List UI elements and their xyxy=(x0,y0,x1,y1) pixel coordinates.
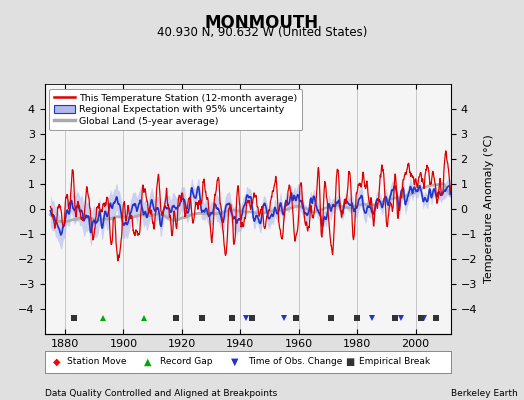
Text: ▼: ▼ xyxy=(232,357,239,367)
Text: Time of Obs. Change: Time of Obs. Change xyxy=(247,357,342,366)
Text: Data Quality Controlled and Aligned at Breakpoints: Data Quality Controlled and Aligned at B… xyxy=(45,389,277,398)
Y-axis label: Temperature Anomaly (°C): Temperature Anomaly (°C) xyxy=(484,135,494,283)
Text: Station Move: Station Move xyxy=(67,357,126,366)
Text: Record Gap: Record Gap xyxy=(160,357,213,366)
Text: 40.930 N, 90.632 W (United States): 40.930 N, 90.632 W (United States) xyxy=(157,26,367,39)
Text: ◆: ◆ xyxy=(52,357,60,367)
Legend: This Temperature Station (12-month average), Regional Expectation with 95% uncer: This Temperature Station (12-month avera… xyxy=(49,89,302,130)
Text: ▲: ▲ xyxy=(144,357,151,367)
Text: Empirical Break: Empirical Break xyxy=(359,357,430,366)
Text: MONMOUTH: MONMOUTH xyxy=(205,14,319,32)
Text: Berkeley Earth: Berkeley Earth xyxy=(451,389,517,398)
Text: ■: ■ xyxy=(345,357,354,367)
